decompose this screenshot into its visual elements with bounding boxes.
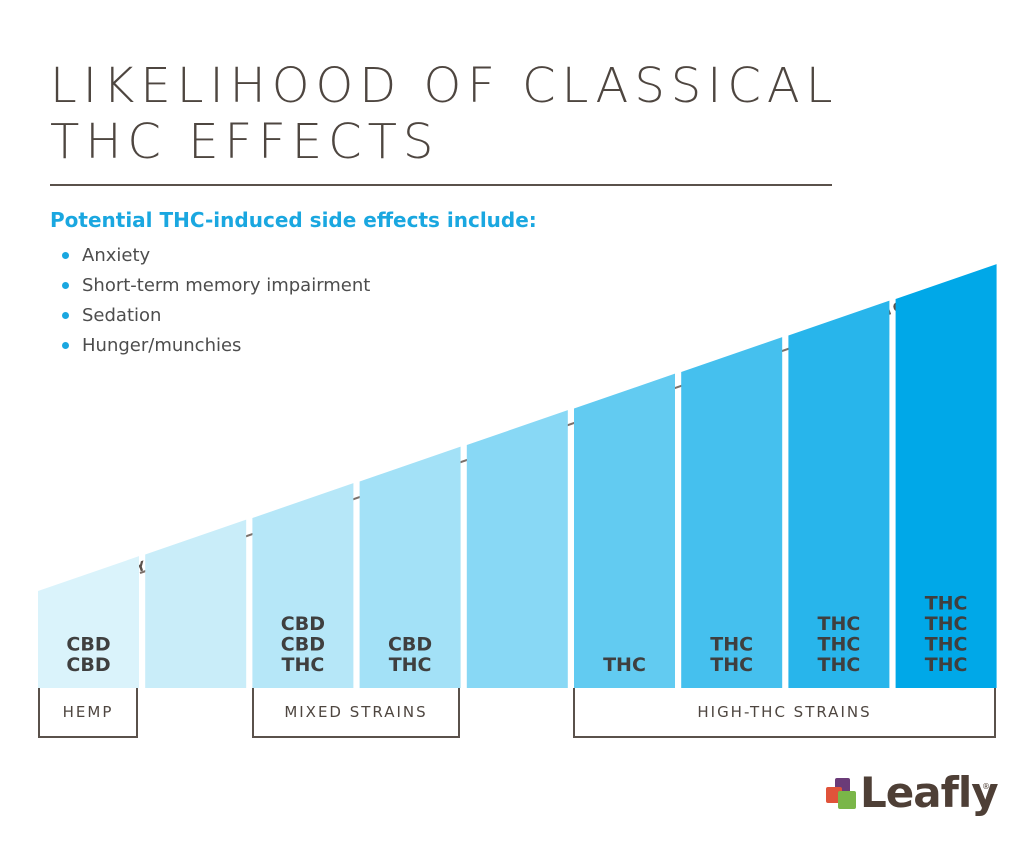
side-effect-label: Anxiety	[82, 245, 151, 266]
bullet-icon	[62, 312, 69, 319]
cannabinoid-label: CBD	[66, 634, 110, 656]
side-effect-label: Short-term memory impairment	[82, 275, 371, 296]
bullet-icon	[62, 252, 69, 259]
cannabinoid-label: THC	[710, 654, 753, 676]
cannabinoid-label: THC	[817, 613, 860, 635]
subtitle: Potential THC-induced side effects inclu…	[50, 208, 537, 232]
high-thc-group-bracket: HIGH-THC STRAINS	[573, 688, 996, 738]
cannabinoid-label: THC	[710, 634, 753, 656]
strain-column	[359, 446, 461, 688]
bullet-icon	[62, 342, 69, 349]
strain-column	[38, 556, 139, 688]
registered-mark: ®	[982, 782, 990, 791]
list-item: Sedation	[62, 303, 370, 333]
strain-column	[145, 519, 247, 688]
strain-column	[895, 264, 997, 688]
title-line-2: THC EFFECTS	[50, 114, 440, 170]
bullet-icon	[62, 282, 69, 289]
title-divider	[50, 184, 832, 186]
strain-column	[252, 483, 354, 688]
brand-wordmark: Leafly	[860, 768, 999, 817]
cannabinoid-label: THC	[925, 593, 968, 615]
mixed-strains-group-label: MIXED STRAINS	[284, 703, 428, 721]
leafly-logo-icon	[826, 778, 856, 809]
mixed-strains-group-bracket: MIXED STRAINS	[252, 688, 460, 738]
cannabinoid-label: CBD	[281, 634, 325, 656]
hemp-group-label: HEMP	[62, 703, 114, 721]
strain-column	[681, 337, 783, 688]
cannabinoid-label: THC	[603, 654, 646, 676]
hemp-group-bracket: HEMP	[38, 688, 138, 738]
cannabinoid-label: THC	[389, 654, 432, 676]
cannabinoid-label: THC	[817, 654, 860, 676]
strain-column	[574, 373, 675, 688]
strain-column	[788, 300, 890, 688]
cannabinoid-label: THC	[817, 634, 860, 656]
leafly-logo: Leafly ®	[826, 768, 999, 824]
cannabinoid-label: THC	[925, 654, 968, 676]
side-effect-label: Sedation	[82, 305, 162, 326]
high-thc-group-label: HIGH-THC STRAINS	[697, 703, 872, 721]
title-line-1: LIKELIHOOD OF CLASSICAL	[50, 58, 839, 114]
list-item: Hunger/munchies	[62, 333, 370, 363]
cannabinoid-label: CBD	[281, 613, 325, 635]
strain-column	[466, 410, 568, 688]
cannabinoid-label: CBD	[66, 654, 110, 676]
side-effect-label: Hunger/munchies	[82, 335, 242, 356]
side-effects-list: Anxiety Short-term memory impairment Sed…	[62, 243, 370, 363]
page-title: LIKELIHOOD OF CLASSICAL THC EFFECTS	[50, 58, 839, 170]
list-item: Anxiety	[62, 243, 370, 273]
cannabinoid-label: THC	[925, 634, 968, 656]
cannabinoid-label: THC	[281, 654, 324, 676]
cannabinoid-label: THC	[925, 613, 968, 635]
cannabinoid-label: CBD	[388, 634, 432, 656]
list-item: Short-term memory impairment	[62, 273, 370, 303]
